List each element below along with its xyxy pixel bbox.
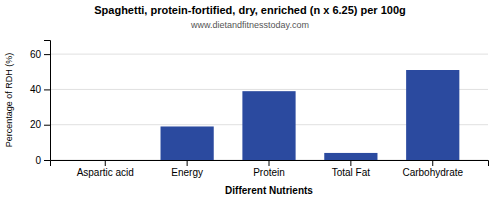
tick-mark xyxy=(44,89,50,90)
tick-label: 40 xyxy=(30,84,42,95)
tick-mark xyxy=(44,125,50,126)
x-axis-title: Different Nutrients xyxy=(225,185,313,196)
tick: Total Fat xyxy=(332,160,371,178)
title: Spaghetti, protein-fortified, dry, enric… xyxy=(94,4,406,16)
tick-label: Energy xyxy=(171,167,203,178)
bar xyxy=(161,126,214,160)
tick-mark xyxy=(350,160,351,166)
y-axis-title: Percentage of RDH (%) xyxy=(4,53,14,148)
grid xyxy=(50,54,488,160)
subtitle: www.dietandfitnesstoday.com xyxy=(190,20,309,30)
tick: 60 xyxy=(30,49,50,60)
tick: Energy xyxy=(171,160,203,178)
axis-line xyxy=(44,41,51,161)
tick: 20 xyxy=(30,119,50,130)
tick-label: Protein xyxy=(253,167,285,178)
bar xyxy=(79,160,132,161)
bar xyxy=(242,91,295,160)
plot: 0 20 40 60 Aspartic acid Energy Protein Total F… xyxy=(30,41,489,179)
tick-mark xyxy=(105,160,106,166)
chart: Spaghetti, protein-fortified, dry, enric… xyxy=(0,0,500,200)
bars xyxy=(161,70,460,160)
tick-label: 20 xyxy=(30,119,42,130)
tick-mark xyxy=(44,160,50,161)
tick-mark xyxy=(187,160,188,166)
tick-label: 60 xyxy=(30,49,42,60)
grid-line xyxy=(50,54,488,55)
tick: 0 xyxy=(35,155,50,166)
x-axis: Aspartic acid Energy Protein Total Fat Carbo… xyxy=(51,160,489,178)
bar xyxy=(324,153,377,160)
tick-label: Carbohydrate xyxy=(402,167,463,178)
tick: 40 xyxy=(30,84,50,95)
tick-mark xyxy=(269,160,270,166)
tick-label: Total Fat xyxy=(332,167,371,178)
axis-line xyxy=(51,161,489,167)
y-axis: 0 20 40 60 xyxy=(30,41,51,166)
tick: Aspartic acid xyxy=(77,160,134,178)
tick-label: Aspartic acid xyxy=(77,167,134,178)
tick: Protein xyxy=(253,160,285,178)
tick-mark xyxy=(44,54,50,55)
tick-label: 0 xyxy=(35,155,41,166)
bar xyxy=(406,70,459,160)
tick-mark xyxy=(432,160,433,166)
tick: Carbohydrate xyxy=(402,160,463,178)
